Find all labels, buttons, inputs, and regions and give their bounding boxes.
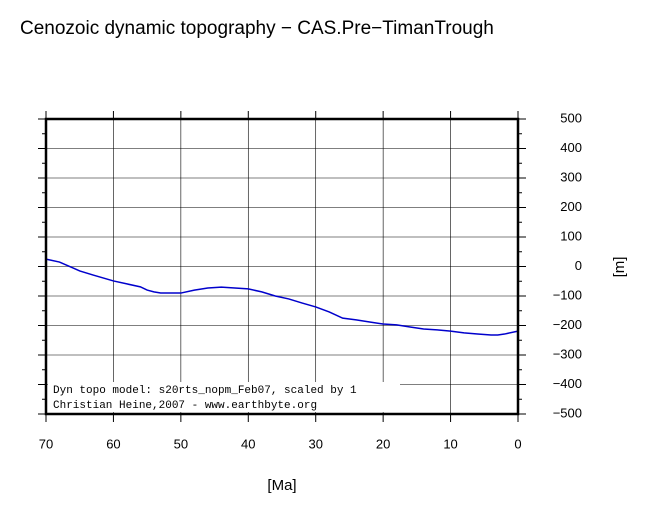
annotation: Dyn topo model: s20rts_nopm_Feb07, scale… — [53, 385, 357, 397]
chart-title: Cenozoic dynamic topography − CAS.Pre−Ti… — [20, 18, 494, 39]
data-line — [45, 258, 519, 336]
annotation: Christian Heine,2007 - www.earthbyte.org — [53, 400, 317, 412]
y-tick-label: 100 — [560, 228, 582, 243]
y-tick-label: −100 — [553, 287, 582, 302]
x-tick-label: 60 — [106, 436, 120, 451]
y-tick-label: −500 — [553, 405, 582, 420]
x-tick-label: 0 — [514, 436, 521, 451]
y-axis-label: [m] — [611, 257, 628, 278]
x-tick-label: 20 — [376, 436, 390, 451]
y-tick-label: −400 — [553, 376, 582, 391]
x-tick-label: 10 — [443, 436, 457, 451]
x-tick-label: 30 — [308, 436, 322, 451]
y-tick-label: −300 — [553, 346, 582, 361]
x-tick-label: 50 — [174, 436, 188, 451]
x-tick-label: 40 — [241, 436, 255, 451]
annotation-box — [48, 382, 400, 412]
y-tick-label: 0 — [575, 258, 582, 273]
y-tick-label: 500 — [560, 110, 582, 125]
y-tick-label: 400 — [560, 140, 582, 155]
x-axis-label: [Ma] — [267, 477, 296, 494]
plot-frame — [44, 117, 520, 416]
y-tick-label: 200 — [560, 199, 582, 214]
y-tick-label: −200 — [553, 317, 582, 332]
y-tick-label: 300 — [560, 169, 582, 184]
x-tick-label: 70 — [39, 436, 53, 451]
